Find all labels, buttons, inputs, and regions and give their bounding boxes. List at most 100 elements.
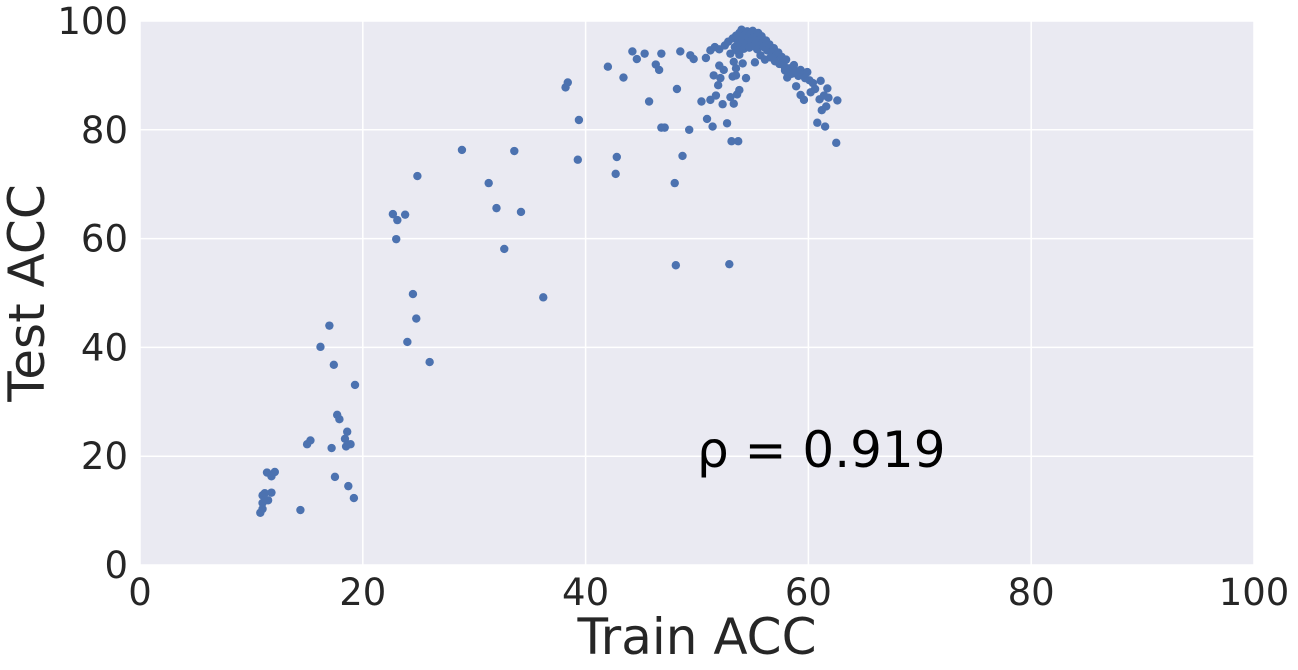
data-point — [654, 65, 664, 75]
plot-area — [140, 21, 1254, 565]
data-point — [296, 505, 305, 515]
data-point — [823, 84, 832, 93]
data-point — [735, 85, 744, 95]
data-point — [425, 357, 434, 367]
y-tick-label: 0 — [104, 544, 128, 587]
data-point — [697, 97, 706, 106]
data-point — [738, 59, 747, 68]
y-axis-label: Test ACC — [0, 184, 56, 403]
data-point — [727, 137, 736, 146]
data-point — [603, 62, 613, 71]
data-point — [824, 93, 833, 102]
data-point — [619, 73, 628, 82]
data-point — [708, 122, 717, 131]
data-point — [833, 96, 842, 105]
data-point — [306, 436, 315, 445]
data-point — [413, 171, 422, 181]
data-point — [735, 50, 744, 59]
data-point — [412, 314, 421, 323]
data-point — [789, 60, 799, 70]
data-point — [640, 49, 649, 58]
data-point — [574, 115, 584, 125]
data-point — [689, 54, 698, 64]
data-point — [388, 209, 398, 219]
data-point — [678, 151, 687, 161]
data-point — [813, 118, 822, 127]
data-point — [346, 440, 355, 449]
y-tick-label: 60 — [81, 218, 128, 261]
data-point — [832, 138, 841, 148]
data-point — [702, 114, 712, 124]
data-point — [563, 78, 572, 87]
x-tick-label: 40 — [562, 571, 609, 614]
data-point — [500, 244, 509, 254]
data-point — [713, 80, 723, 90]
y-tick-label: 20 — [81, 435, 128, 478]
data-point — [741, 73, 751, 83]
data-point — [330, 472, 340, 482]
x-tick-labels: 0 20 40 60 80 100 — [128, 571, 1289, 614]
data-point — [403, 337, 412, 347]
data-point — [260, 488, 269, 498]
data-point — [822, 102, 831, 111]
y-tick-label: 80 — [81, 109, 128, 152]
correlation-annotation: ρ = 0.919 — [697, 421, 946, 479]
x-tick-label: 60 — [785, 571, 832, 614]
data-point — [676, 47, 685, 56]
data-point — [672, 84, 682, 94]
data-point — [258, 504, 267, 514]
data-point — [325, 321, 334, 330]
data-point — [392, 234, 401, 244]
data-point — [400, 210, 410, 219]
data-point — [734, 137, 743, 146]
data-point — [516, 207, 526, 217]
data-point — [612, 152, 621, 162]
data-point — [316, 342, 325, 352]
data-point — [670, 178, 679, 188]
data-point — [408, 289, 418, 299]
x-tick-label: 20 — [339, 571, 386, 614]
data-point — [781, 55, 791, 64]
data-point — [632, 54, 642, 64]
data-point — [711, 91, 721, 100]
data-point — [611, 169, 620, 179]
data-point — [750, 58, 760, 67]
data-point — [263, 496, 273, 505]
data-point — [539, 293, 548, 302]
data-point — [685, 125, 694, 134]
data-point — [350, 380, 360, 390]
data-point — [329, 360, 339, 370]
data-point — [349, 493, 359, 503]
data-point — [344, 481, 353, 491]
data-point — [484, 178, 493, 188]
data-point — [729, 57, 738, 66]
data-point — [791, 82, 801, 91]
x-tick-label: 0 — [128, 571, 152, 614]
data-point — [657, 49, 666, 58]
y-tick-labels: 0 20 40 60 80 100 — [57, 0, 128, 587]
data-point — [327, 443, 336, 453]
data-point — [719, 65, 728, 75]
data-point — [709, 71, 718, 80]
data-point — [393, 215, 402, 225]
gridlines — [139, 20, 1255, 566]
data-point — [335, 415, 344, 424]
y-tick-label: 100 — [57, 0, 128, 43]
data-point — [510, 146, 519, 156]
data-point — [799, 95, 809, 105]
data-point — [340, 434, 350, 443]
data-point — [728, 72, 737, 81]
y-tick-label: 40 — [81, 326, 128, 369]
data-points — [256, 25, 842, 517]
data-point — [628, 47, 637, 56]
x-tick-label: 80 — [1008, 571, 1055, 614]
data-point — [270, 467, 279, 477]
data-point — [816, 76, 825, 86]
data-point — [671, 261, 681, 270]
data-point — [701, 53, 711, 63]
data-point — [457, 145, 467, 155]
data-point — [716, 73, 725, 83]
x-tick-label: 100 — [1219, 571, 1290, 614]
